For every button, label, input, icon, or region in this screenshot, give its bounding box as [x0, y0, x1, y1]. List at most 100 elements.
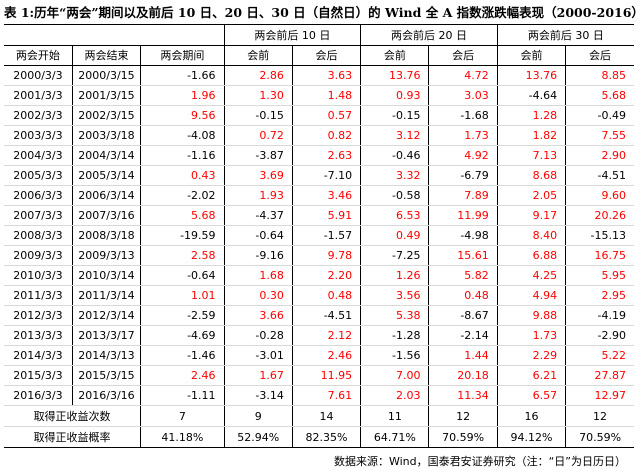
return-cell: 0.57	[291, 105, 361, 126]
start-date-cell: 2006/3/3	[4, 185, 73, 206]
positive-prob-cell: 70.59%	[565, 426, 634, 448]
return-cell: -2.14	[428, 325, 498, 346]
end-date-cell: 2012/3/14	[71, 305, 141, 326]
return-cell: 1.67	[223, 365, 293, 386]
start-date-cell: 2002/3/3	[4, 105, 73, 126]
return-cell: -7.10	[291, 165, 361, 186]
return-cell: 0.82	[291, 125, 361, 146]
table-row: 2012/3/3 2012/3/14 -2.59 3.66 -4.51 5.38 -8.67…	[4, 305, 634, 326]
return-cell: 5.82	[428, 265, 498, 286]
return-cell: -8.67	[428, 305, 498, 326]
end-date-cell: 2011/3/14	[71, 285, 141, 306]
return-cell: 2.46	[140, 365, 225, 386]
return-cell: 1.82	[496, 125, 566, 146]
table-row: 2008/3/3 2008/3/18 -19.59 -0.64 -1.57 0.49 -4.…	[4, 225, 634, 246]
return-cell: 3.56	[360, 285, 429, 306]
return-cell: 0.93	[360, 85, 429, 106]
header-group-10: 两会前后 10 日	[223, 24, 361, 46]
return-cell: 4.72	[428, 65, 498, 86]
return-cell: -3.01	[223, 345, 293, 366]
positive-count-cell: 16	[496, 405, 566, 427]
return-cell: 5.68	[140, 205, 225, 226]
return-cell: -4.51	[291, 305, 361, 326]
return-cell: 5.22	[565, 345, 634, 366]
end-date-cell: 2003/3/18	[71, 125, 141, 146]
return-cell: -1.16	[140, 145, 225, 166]
return-cell: 5.38	[360, 305, 429, 326]
return-cell: 8.40	[496, 225, 566, 246]
return-cell: 2.95	[565, 285, 634, 306]
positive-prob-cell: 41.18%	[140, 426, 225, 448]
return-cell: -4.19	[565, 305, 634, 326]
return-cell: -7.25	[360, 245, 429, 266]
return-cell: 5.95	[565, 265, 634, 286]
return-cell: 13.76	[496, 65, 566, 86]
header-group-row: 两会前后 10 日 两会前后 20 日 两会前后 30 日	[4, 24, 634, 46]
return-cell: 0.48	[291, 285, 361, 306]
end-date-cell: 2005/3/14	[71, 165, 141, 186]
return-cell: 2.58	[140, 245, 225, 266]
header-before-10: 会前	[223, 45, 293, 66]
return-cell: 2.90	[565, 145, 634, 166]
return-cell: -3.87	[223, 145, 293, 166]
end-date-cell: 2010/3/14	[71, 265, 141, 286]
return-cell: -0.64	[223, 225, 293, 246]
start-date-cell: 2000/3/3	[4, 65, 73, 86]
positive-count-cell: 9	[223, 405, 293, 427]
start-date-cell: 2011/3/3	[4, 285, 73, 306]
start-date-cell: 2003/3/3	[4, 125, 73, 146]
return-cell: 7.89	[428, 185, 498, 206]
return-cell: 4.94	[496, 285, 566, 306]
table-row: 2005/3/3 2005/3/14 0.43 3.69 -7.10 3.32 -6.79 8…	[4, 165, 634, 186]
return-cell: 1.44	[428, 345, 498, 366]
return-cell: -2.90	[565, 325, 634, 346]
table-row: 2010/3/3 2010/3/14 -0.64 1.68 2.20 1.26 5.82 4.…	[4, 265, 634, 286]
table-row: 2004/3/3 2004/3/14 -1.16 -3.87 2.63 -0.46 4.92…	[4, 145, 634, 166]
return-cell: -0.15	[223, 105, 293, 126]
return-cell: 1.73	[496, 325, 566, 346]
start-date-cell: 2009/3/3	[4, 245, 73, 266]
returns-table: 两会前后 10 日 两会前后 20 日 两会前后 30 日 两会开始 两会结束 …	[4, 24, 634, 448]
positive-prob-cell: 94.12%	[496, 426, 566, 448]
start-date-cell: 2005/3/3	[4, 165, 73, 186]
table-row: 2007/3/3 2007/3/16 5.68 -4.37 5.91 6.53 11.99 9…	[4, 205, 634, 226]
return-cell: 2.03	[360, 385, 429, 406]
header-before-20: 会前	[360, 45, 429, 66]
return-cell: -0.58	[360, 185, 429, 206]
table-row: 2000/3/3 2000/3/15 -1.66 2.86 3.63 13.76 4.72 1…	[4, 65, 634, 86]
table-row: 2015/3/3 2015/3/15 2.46 1.67 11.95 7.00 20.18 6…	[4, 365, 634, 386]
return-cell: -0.64	[140, 265, 225, 286]
source-note: 数据来源：Wind，国泰君安证券研究（注：“日”为日历日）	[333, 455, 626, 468]
header-during: 两会期间	[140, 45, 225, 66]
return-cell: 6.88	[496, 245, 566, 266]
return-cell: 3.69	[223, 165, 293, 186]
start-date-cell: 2012/3/3	[4, 305, 73, 326]
return-cell: 9.60	[565, 185, 634, 206]
return-cell: -9.16	[223, 245, 293, 266]
return-cell: -4.64	[496, 85, 566, 106]
return-cell: 2.12	[291, 325, 361, 346]
positive-prob-cell: 52.94%	[223, 426, 293, 448]
return-cell: -1.28	[360, 325, 429, 346]
end-date-cell: 2014/3/13	[71, 345, 141, 366]
return-cell: 0.48	[428, 285, 498, 306]
header-end: 两会结束	[71, 45, 141, 66]
return-cell: 4.92	[428, 145, 498, 166]
positive-count-label: 取得正收益次数	[4, 405, 141, 427]
end-date-cell: 2006/3/14	[71, 185, 141, 206]
return-cell: 3.63	[291, 65, 361, 86]
table-row: 2009/3/3 2009/3/13 2.58 -9.16 9.78 -7.25 15.61…	[4, 245, 634, 266]
table-row: 2002/3/3 2002/3/15 9.56 -0.15 0.57 -0.15 -1.68…	[4, 105, 634, 126]
positive-count-cell: 7	[140, 405, 225, 427]
table-row: 2014/3/3 2014/3/13 -1.46 -3.01 2.46 -1.56 1.44…	[4, 345, 634, 366]
return-cell: 4.25	[496, 265, 566, 286]
return-cell: -4.51	[565, 165, 634, 186]
start-date-cell: 2004/3/3	[4, 145, 73, 166]
table-row: 2016/3/3 2016/3/16 -1.11 -3.14 7.61 2.03 11.34…	[4, 385, 634, 406]
return-cell: 1.28	[496, 105, 566, 126]
return-cell: 6.57	[496, 385, 566, 406]
return-cell: 2.63	[291, 145, 361, 166]
return-cell: 0.49	[360, 225, 429, 246]
return-cell: -4.37	[223, 205, 293, 226]
return-cell: -0.28	[223, 325, 293, 346]
